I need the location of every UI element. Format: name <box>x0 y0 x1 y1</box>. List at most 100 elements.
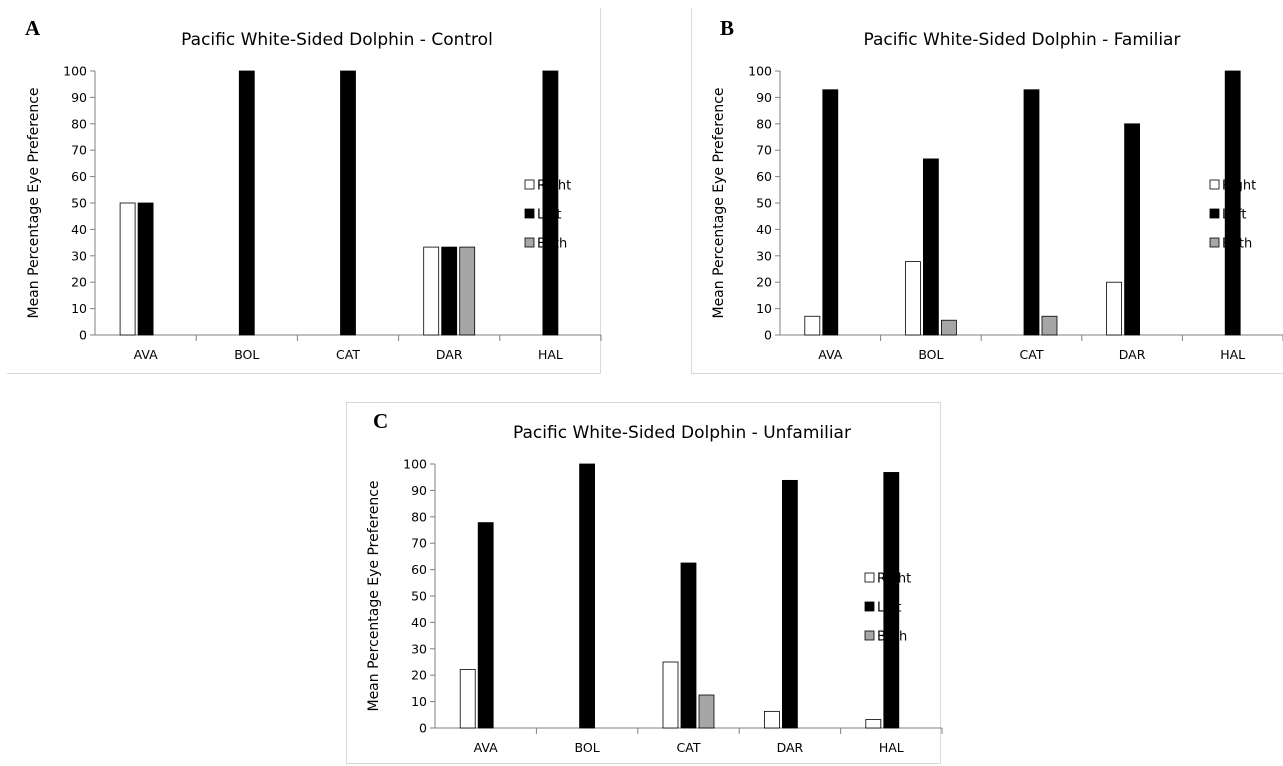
chart-c-bar-left-hal <box>883 472 900 729</box>
chart-b-legend-swatch-left <box>1209 208 1220 219</box>
chart-a-y-tick-label: 80 <box>71 116 87 131</box>
chart-a-legend-swatch-right <box>524 179 535 190</box>
chart-b-y-tick-label: 90 <box>756 90 772 105</box>
chart-c-bar-both-cat <box>698 694 715 729</box>
chart-c-legend-swatch-both <box>864 630 875 641</box>
chart-b-title: Pacific White-Sided Dolphin - Familiar <box>864 30 1181 50</box>
chart-b-bar-left-bol <box>922 158 939 336</box>
chart-a-y-tick-label: 10 <box>71 301 87 316</box>
chart-c-x-tick-label: BOL <box>575 740 600 755</box>
chart-panel-b: B Pacific White-Sided Dolphin - Familiar… <box>691 8 1283 374</box>
chart-b-bar-both-cat <box>1041 315 1058 336</box>
chart-c-bar-left-dar <box>781 479 798 729</box>
chart-c-y-tick-label: 0 <box>419 721 427 736</box>
chart-c-y-tick-label: 80 <box>411 509 427 524</box>
chart-b-y-tick-label: 0 <box>764 328 772 343</box>
chart-b-y-tick-label: 10 <box>756 301 772 316</box>
chart-a-svg: Pacific White-Sided Dolphin - Control Mea… <box>26 30 602 362</box>
chart-panel-a: A Pacific White-Sided Dolphin - Control M… <box>7 8 602 374</box>
chart-c-x-tick-label: HAL <box>879 740 904 755</box>
chart-a-y-tick-label: 0 <box>79 328 87 343</box>
chart-a-title: Pacific White-Sided Dolphin - Control <box>181 30 493 50</box>
chart-b-bar-both-bol <box>940 319 957 336</box>
chart-c-bar-right-cat <box>662 661 679 729</box>
chart-b-y-tick-label: 50 <box>756 196 772 211</box>
chart-c-y-tick-label: 50 <box>411 589 427 604</box>
chart-c-bar-left-cat <box>680 562 697 729</box>
chart-a-y-tick-label: 100 <box>63 64 87 79</box>
chart-c-y-tick-label: 20 <box>411 668 427 683</box>
chart-a-legend-label-both: Both <box>537 237 567 252</box>
chart-b-bar-left-cat <box>1023 89 1040 336</box>
chart-c-y-tick-label: 40 <box>411 615 427 630</box>
chart-b-legend-swatch-right <box>1209 179 1220 190</box>
chart-a-x-tick-label: AVA <box>134 347 159 362</box>
chart-c-y-tick-label: 90 <box>411 483 427 498</box>
chart-a-x-tick-label: CAT <box>336 347 360 362</box>
chart-b-x-tick-label: BOL <box>918 347 943 362</box>
chart-b-y-tick-label: 80 <box>756 116 772 131</box>
chart-a-bar-right-ava <box>119 202 136 336</box>
chart-b-bar-left-dar <box>1124 123 1141 336</box>
chart-a-x-tick-label: BOL <box>234 347 259 362</box>
chart-a-y-tick-label: 60 <box>71 169 87 184</box>
chart-b-bar-left-ava <box>822 89 839 336</box>
chart-a-y-tick-label: 50 <box>71 196 87 211</box>
chart-c-bar-right-ava <box>459 668 476 729</box>
chart-a-bar-left-cat <box>340 70 356 336</box>
chart-c-bar-right-hal <box>865 719 882 729</box>
chart-c-svg: Pacific White-Sided Dolphin - Unfamiliar… <box>366 423 943 755</box>
chart-c-title: Pacific White-Sided Dolphin - Unfamiliar <box>513 423 851 443</box>
chart-c-bar-left-bol <box>579 463 596 729</box>
chart-c-legend-label-right: Right <box>877 572 911 587</box>
chart-a-bar-both-dar <box>459 246 476 336</box>
chart-c-legend-label-left: Left <box>877 601 901 616</box>
chart-b-x-tick-label: CAT <box>1020 347 1044 362</box>
chart-a-y-tick-label: 70 <box>71 143 87 158</box>
chart-a-bar-left-ava <box>137 202 154 336</box>
chart-c-y-tick-label: 30 <box>411 641 427 656</box>
chart-c-bar-right-dar <box>763 710 780 729</box>
chart-c-y-tick-label: 10 <box>411 694 427 709</box>
chart-a-y-tick-label: 20 <box>71 275 87 290</box>
chart-c-legend-swatch-left <box>864 601 875 612</box>
panel-letter-a: A <box>25 16 41 40</box>
chart-c-bar-left-ava <box>477 522 494 729</box>
chart-panel-c: C Pacific White-Sided Dolphin - Unfamili… <box>346 402 943 764</box>
chart-c-y-tick-label: 70 <box>411 536 427 551</box>
chart-c-x-tick-label: AVA <box>474 740 499 755</box>
chart-a-legend-label-left: Left <box>537 208 561 223</box>
chart-b-y-tick-label: 100 <box>748 64 772 79</box>
chart-a-legend-swatch-left <box>524 208 535 219</box>
chart-b-legend-swatch-both <box>1209 237 1220 248</box>
chart-c-y-tick-label: 100 <box>403 457 427 472</box>
panel-letter-c: C <box>373 409 389 433</box>
chart-a-ylabel: Mean Percentage Eye Preference <box>26 87 42 318</box>
chart-a-legend-swatch-both <box>524 237 535 248</box>
chart-a-y-tick-label: 90 <box>71 90 87 105</box>
chart-b-y-tick-label: 30 <box>756 248 772 263</box>
chart-c-y-tick-label: 60 <box>411 562 427 577</box>
chart-c-x-tick-label: CAT <box>677 740 701 755</box>
chart-b-legend-label-both: Both <box>1222 237 1252 252</box>
chart-b-x-tick-label: DAR <box>1119 347 1146 362</box>
chart-b-y-tick-label: 40 <box>756 222 772 237</box>
chart-b-x-tick-label: AVA <box>818 347 843 362</box>
chart-c-ylabel: Mean Percentage Eye Preference <box>366 480 382 711</box>
chart-b-bar-right-bol <box>904 261 921 336</box>
chart-a-bar-right-dar <box>423 246 440 336</box>
chart-a-bar-left-dar <box>441 246 458 336</box>
chart-b-y-tick-label: 60 <box>756 169 772 184</box>
chart-b-x-tick-label: HAL <box>1220 347 1245 362</box>
chart-b-y-tick-label: 70 <box>756 143 772 158</box>
chart-c-legend-label-both: Both <box>877 630 907 645</box>
chart-a-x-tick-label: HAL <box>538 347 563 362</box>
chart-b-bar-left-hal <box>1224 70 1241 336</box>
chart-b-ylabel: Mean Percentage Eye Preference <box>711 87 727 318</box>
chart-a-y-tick-label: 30 <box>71 248 87 263</box>
panel-letter-b: B <box>720 16 735 40</box>
chart-a-x-tick-label: DAR <box>436 347 463 362</box>
chart-a-y-tick-label: 40 <box>71 222 87 237</box>
chart-a-legend-label-right: Right <box>537 179 571 194</box>
chart-b-bar-right-ava <box>804 315 821 336</box>
